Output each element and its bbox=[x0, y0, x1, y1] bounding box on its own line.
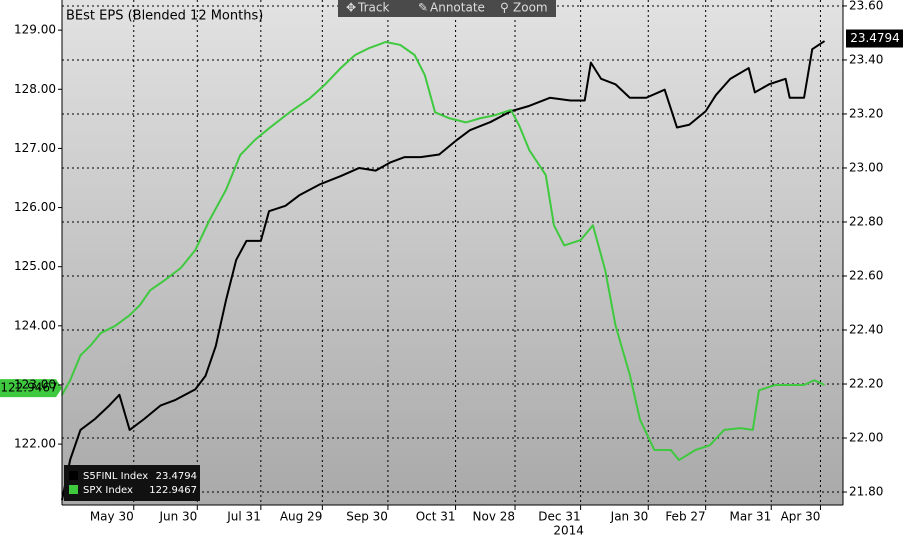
y2-tick-label: 22.00 bbox=[849, 431, 883, 445]
value-flag-label: 122.9467 bbox=[0, 381, 57, 395]
x-tick-label: May 30 bbox=[90, 510, 134, 524]
value-flag-label: 23.4794 bbox=[850, 31, 900, 45]
toolbar bbox=[338, 0, 556, 17]
y-tick-label: 125.00 bbox=[14, 259, 56, 273]
x-tick-label: Sep 30 bbox=[346, 510, 388, 524]
x-tick-label: Jul 31 bbox=[226, 510, 261, 524]
icon: ✥ bbox=[346, 1, 356, 15]
chart-title: BEst EPS (Blended 12 Months) bbox=[66, 9, 263, 24]
legend-value: 122.9467 bbox=[149, 485, 197, 496]
y-tick-label: 128.00 bbox=[14, 82, 56, 96]
y2-tick-label: 22.80 bbox=[849, 214, 883, 228]
x-tick-label: Jun 30 bbox=[158, 510, 197, 524]
series-line bbox=[61, 40, 825, 462]
y2-tick-label: 22.60 bbox=[849, 268, 883, 282]
y-tick-label: 124.00 bbox=[14, 318, 56, 332]
x-tick-label: Aug 29 bbox=[280, 510, 323, 524]
value-flag bbox=[0, 379, 62, 398]
legend-swatch bbox=[69, 485, 78, 494]
y2-tick-label: 22.20 bbox=[849, 377, 883, 391]
y2-tick-label: 21.80 bbox=[849, 485, 883, 499]
y2-tick-label: 23.60 bbox=[849, 0, 883, 12]
legend-swatch bbox=[69, 471, 78, 480]
series-line bbox=[61, 40, 826, 501]
y2-tick-label: 23.20 bbox=[849, 106, 883, 120]
x-tick-label: Oct 31 bbox=[416, 510, 456, 524]
toolbar-zoom[interactable]: Zoom bbox=[513, 1, 548, 15]
x-tick-label: Dec 31 bbox=[538, 510, 580, 524]
x-year-label: 2014 bbox=[553, 524, 584, 538]
toolbar-annotate[interactable]: Annotate bbox=[430, 1, 485, 15]
y-tick-label: 129.00 bbox=[14, 23, 56, 37]
y-tick-label: 123.00 bbox=[14, 377, 56, 391]
x-tick-label: Nov 28 bbox=[473, 510, 516, 524]
legend bbox=[64, 465, 200, 501]
legend-value: 23.4794 bbox=[156, 471, 197, 482]
y2-tick-label: 22.40 bbox=[849, 323, 883, 337]
y2-tick-label: 23.40 bbox=[849, 52, 883, 66]
x-tick-label: Apr 30 bbox=[781, 510, 821, 524]
toolbar-track[interactable]: Track bbox=[357, 1, 389, 15]
y2-tick-label: 23.00 bbox=[849, 160, 883, 174]
y-tick-label: 127.00 bbox=[14, 141, 56, 155]
legend-label: S5FINL Index bbox=[83, 471, 148, 482]
x-tick-label: Feb 27 bbox=[665, 510, 705, 524]
legend-label: SPX Index bbox=[83, 485, 133, 496]
x-tick-label: Jan 30 bbox=[610, 510, 649, 524]
y-tick-label: 126.00 bbox=[14, 200, 56, 214]
y-tick-label: 122.00 bbox=[14, 437, 56, 451]
value-flag bbox=[846, 29, 903, 48]
icon: ✎ bbox=[418, 1, 428, 15]
x-tick-label: Mar 31 bbox=[730, 510, 772, 524]
icon: ⚲ bbox=[500, 1, 509, 15]
